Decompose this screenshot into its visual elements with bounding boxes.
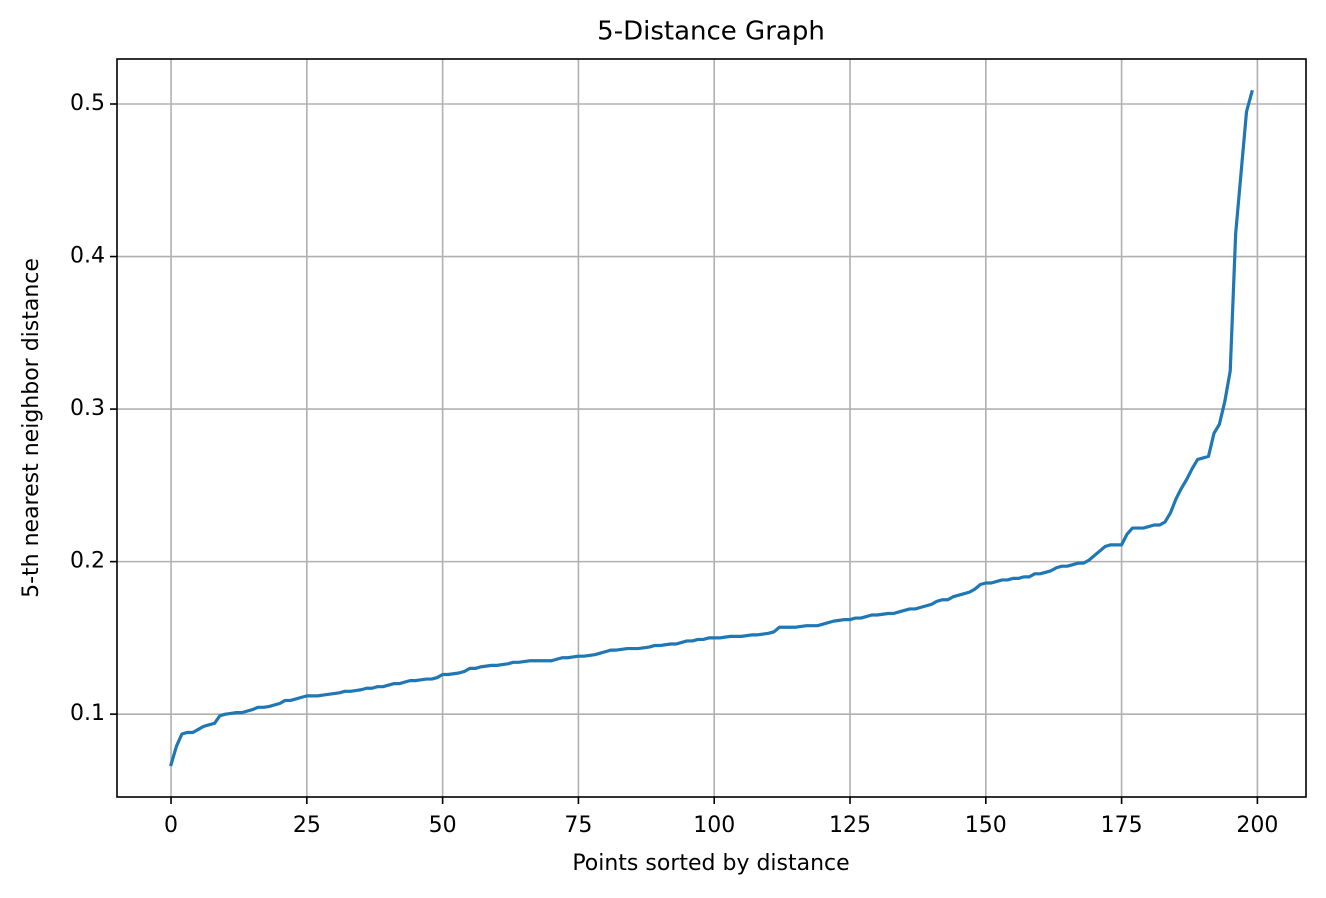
y-tick-label: 0.2 [70,549,105,574]
x-tick-label: 200 [1236,813,1278,838]
y-tick-label: 0.1 [70,701,105,726]
x-axis-label: Points sorted by distance [572,851,849,876]
y-tick-label: 0.5 [70,91,105,116]
x-tick-label: 125 [829,813,871,838]
x-tick-label: 150 [965,813,1007,838]
x-tick-label: 175 [1101,813,1143,838]
x-tick-label: 0 [164,813,178,838]
data-line [169,89,1254,767]
y-tick-label: 0.3 [70,396,105,421]
x-tick-label: 50 [429,813,457,838]
grid [117,59,1306,797]
x-tick-label: 100 [693,813,735,838]
x-tick-label: 75 [564,813,592,838]
y-tick-label: 0.4 [70,244,105,269]
plot-frame [116,58,1307,798]
x-tick-label: 25 [293,813,321,838]
y-axis-label: 5-th nearest neighbor distance [19,258,44,598]
chart-title: 5-Distance Graph [597,17,825,47]
